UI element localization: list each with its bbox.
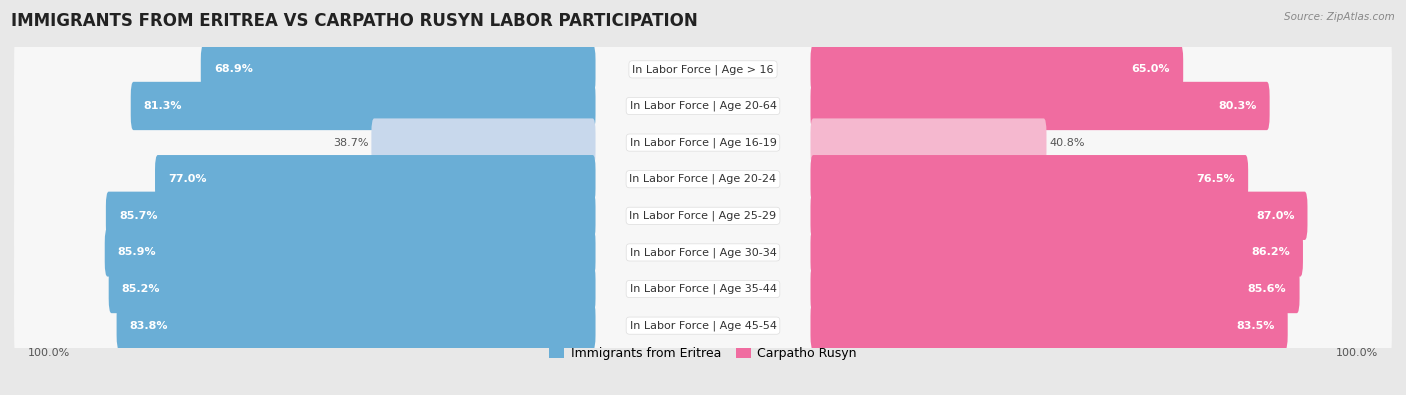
- FancyBboxPatch shape: [105, 192, 596, 240]
- Text: IMMIGRANTS FROM ERITREA VS CARPATHO RUSYN LABOR PARTICIPATION: IMMIGRANTS FROM ERITREA VS CARPATHO RUSY…: [11, 12, 697, 30]
- FancyBboxPatch shape: [14, 1, 1392, 141]
- FancyBboxPatch shape: [14, 74, 1392, 214]
- FancyBboxPatch shape: [810, 155, 1249, 203]
- FancyBboxPatch shape: [131, 82, 596, 130]
- Text: 40.8%: 40.8%: [1049, 137, 1085, 148]
- FancyBboxPatch shape: [14, 35, 1392, 175]
- FancyBboxPatch shape: [810, 192, 1308, 240]
- Text: 81.3%: 81.3%: [143, 101, 183, 111]
- Legend: Immigrants from Eritrea, Carpatho Rusyn: Immigrants from Eritrea, Carpatho Rusyn: [544, 342, 862, 365]
- Text: 86.2%: 86.2%: [1251, 247, 1289, 258]
- FancyBboxPatch shape: [810, 82, 1270, 130]
- FancyBboxPatch shape: [371, 118, 596, 167]
- FancyBboxPatch shape: [155, 155, 596, 203]
- FancyBboxPatch shape: [810, 301, 1288, 350]
- FancyBboxPatch shape: [14, 109, 1392, 248]
- Text: 100.0%: 100.0%: [1336, 348, 1378, 357]
- Text: In Labor Force | Age 20-24: In Labor Force | Age 20-24: [630, 174, 776, 184]
- FancyBboxPatch shape: [108, 265, 596, 313]
- FancyBboxPatch shape: [14, 38, 1392, 177]
- Text: 68.9%: 68.9%: [214, 64, 253, 74]
- Text: 85.2%: 85.2%: [122, 284, 160, 294]
- FancyBboxPatch shape: [810, 265, 1299, 313]
- Text: 83.8%: 83.8%: [129, 321, 169, 331]
- FancyBboxPatch shape: [14, 145, 1392, 285]
- FancyBboxPatch shape: [810, 228, 1303, 276]
- FancyBboxPatch shape: [14, 255, 1392, 395]
- FancyBboxPatch shape: [14, 0, 1392, 139]
- Text: In Labor Force | Age > 16: In Labor Force | Age > 16: [633, 64, 773, 75]
- Text: 85.9%: 85.9%: [118, 247, 156, 258]
- Text: In Labor Force | Age 30-34: In Labor Force | Age 30-34: [630, 247, 776, 258]
- Text: 83.5%: 83.5%: [1236, 321, 1275, 331]
- FancyBboxPatch shape: [14, 182, 1392, 322]
- Text: In Labor Force | Age 35-44: In Labor Force | Age 35-44: [630, 284, 776, 294]
- FancyBboxPatch shape: [14, 218, 1392, 358]
- Text: In Labor Force | Age 16-19: In Labor Force | Age 16-19: [630, 137, 776, 148]
- FancyBboxPatch shape: [810, 118, 1046, 167]
- FancyBboxPatch shape: [14, 257, 1392, 395]
- FancyBboxPatch shape: [104, 228, 596, 276]
- Text: 87.0%: 87.0%: [1256, 211, 1295, 221]
- Text: 85.6%: 85.6%: [1249, 284, 1286, 294]
- Text: 100.0%: 100.0%: [28, 348, 70, 357]
- Text: 76.5%: 76.5%: [1197, 174, 1234, 184]
- FancyBboxPatch shape: [14, 220, 1392, 360]
- FancyBboxPatch shape: [117, 301, 596, 350]
- FancyBboxPatch shape: [14, 184, 1392, 324]
- Text: 85.7%: 85.7%: [120, 211, 157, 221]
- Text: 80.3%: 80.3%: [1218, 101, 1257, 111]
- Text: 38.7%: 38.7%: [333, 137, 368, 148]
- FancyBboxPatch shape: [14, 72, 1392, 212]
- Text: In Labor Force | Age 45-54: In Labor Force | Age 45-54: [630, 320, 776, 331]
- Text: In Labor Force | Age 20-64: In Labor Force | Age 20-64: [630, 101, 776, 111]
- Text: 65.0%: 65.0%: [1132, 64, 1170, 74]
- FancyBboxPatch shape: [14, 147, 1392, 287]
- FancyBboxPatch shape: [201, 45, 596, 94]
- FancyBboxPatch shape: [14, 111, 1392, 250]
- Text: 77.0%: 77.0%: [169, 174, 207, 184]
- FancyBboxPatch shape: [810, 45, 1184, 94]
- Text: In Labor Force | Age 25-29: In Labor Force | Age 25-29: [630, 211, 776, 221]
- Text: Source: ZipAtlas.com: Source: ZipAtlas.com: [1284, 12, 1395, 22]
